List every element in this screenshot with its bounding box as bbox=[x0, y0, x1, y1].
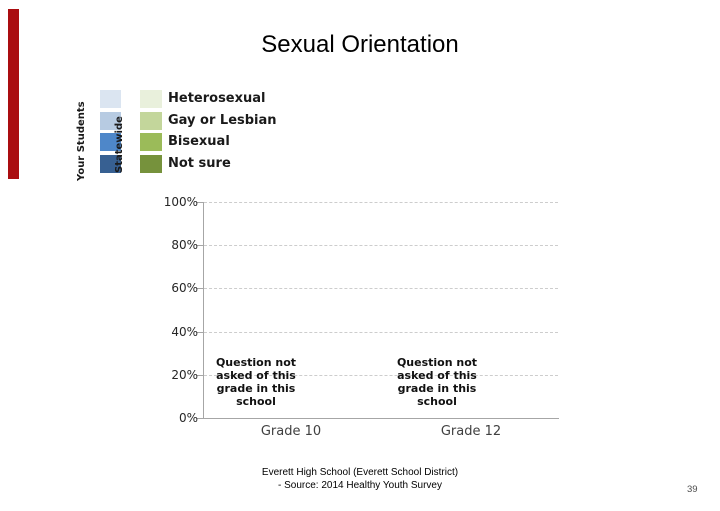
y-axis-label: 80% bbox=[171, 238, 198, 253]
y-axis-label: 100% bbox=[163, 195, 198, 209]
x-axis-line bbox=[203, 418, 559, 419]
legend-swatches-your-students bbox=[100, 0, 121, 190]
y-axis-line bbox=[203, 202, 204, 419]
legend-category-label: Gay or Lesbian bbox=[168, 112, 277, 128]
y-axis-label: 60% bbox=[171, 281, 198, 296]
axis-tick bbox=[197, 202, 204, 203]
gridline bbox=[204, 331, 558, 333]
legend-swatch bbox=[140, 111, 162, 130]
legend-category-label: Bisexual bbox=[168, 134, 230, 149]
axis-tick bbox=[197, 288, 204, 290]
legend-swatch bbox=[140, 133, 162, 151]
footer-school-line: Everett High School (Everett School Dist… bbox=[261, 467, 459, 478]
legend-swatch bbox=[100, 111, 121, 130]
footer-source-line: - Source: 2014 Healthy Youth Survey bbox=[278, 480, 442, 491]
gridline bbox=[204, 202, 558, 203]
legend-swatches-statewide bbox=[140, 0, 162, 190]
y-axis-label: 20% bbox=[171, 367, 198, 382]
axis-tick bbox=[197, 245, 204, 247]
gridline bbox=[204, 374, 558, 376]
x-axis-label: Grade 10 bbox=[260, 424, 322, 439]
y-axis-label: 0% bbox=[178, 411, 198, 425]
axis-tick bbox=[197, 418, 204, 419]
page-title: Sexual Orientation bbox=[261, 31, 459, 58]
legend-category-label: Heterosexual bbox=[168, 91, 266, 106]
axis-tick bbox=[197, 374, 204, 376]
legend-swatch bbox=[100, 90, 121, 108]
legend-category-label: Not sure bbox=[168, 155, 231, 171]
axis-tick bbox=[197, 331, 204, 333]
legend-swatch bbox=[140, 90, 162, 108]
gridline bbox=[204, 288, 558, 290]
y-axis-label: 40% bbox=[171, 324, 198, 339]
accent-bar bbox=[8, 9, 19, 179]
legend-swatch bbox=[140, 154, 162, 173]
no-data-annotation: Question not asked of this grade in this… bbox=[396, 356, 478, 408]
legend-swatch bbox=[100, 154, 121, 173]
gridline bbox=[204, 245, 558, 247]
no-data-annotation: Question not asked of this grade in this… bbox=[215, 356, 297, 408]
page-number: 39 bbox=[687, 484, 698, 495]
legend-swatch bbox=[100, 133, 121, 151]
x-axis-label: Grade 12 bbox=[440, 424, 502, 439]
